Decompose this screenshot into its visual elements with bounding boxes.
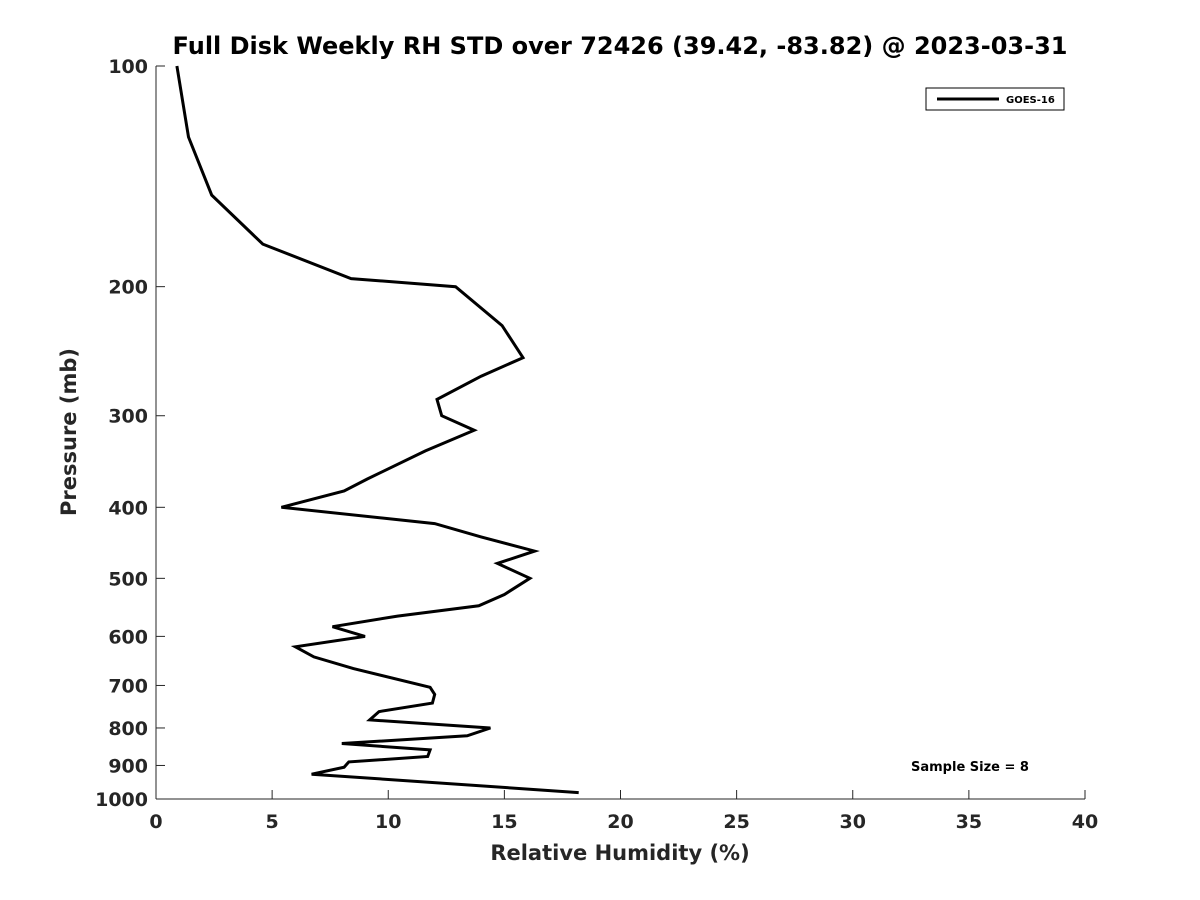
legend: GOES-16 <box>925 87 1065 111</box>
y-tick-label: 300 <box>108 406 148 428</box>
axes <box>155 66 1085 800</box>
y-axis-label: Pressure (mb) <box>57 348 81 516</box>
x-tick-label: 30 <box>840 811 866 833</box>
x-axis-label: Relative Humidity (%) <box>490 841 749 865</box>
chart-title: Full Disk Weekly RH STD over 72426 (39.4… <box>173 32 1068 60</box>
legend-label-goes-16: GOES-16 <box>1006 95 1055 106</box>
y-tick-label: 600 <box>108 626 148 648</box>
y-tick-label: 900 <box>108 755 148 777</box>
x-tick-label: 20 <box>607 811 633 833</box>
axis-ticks: 0 5 10 15 20 25 30 35 40 100 200 300 400 500 600 700 800… <box>95 56 1098 833</box>
y-tick-label: 1000 <box>95 789 148 811</box>
x-tick-label: 40 <box>1072 811 1098 833</box>
y-tick-label: 500 <box>108 568 148 590</box>
y-tick-label: 400 <box>108 497 148 519</box>
series-line-goes-16 <box>175 65 579 795</box>
x-tick-label: 25 <box>723 811 749 833</box>
x-tick-label: 5 <box>266 811 279 833</box>
y-tick-label: 800 <box>108 718 148 740</box>
y-tick-label: 700 <box>108 675 148 697</box>
x-tick-label: 10 <box>375 811 401 833</box>
y-tick-label: 100 <box>108 56 148 78</box>
x-tick-label: 15 <box>491 811 517 833</box>
y-tick-label: 200 <box>108 277 148 299</box>
sample-size-annotation: Sample Size = 8 <box>911 760 1029 775</box>
series-layer <box>175 65 579 795</box>
x-tick-label: 0 <box>149 811 162 833</box>
x-tick-label: 35 <box>956 811 982 833</box>
